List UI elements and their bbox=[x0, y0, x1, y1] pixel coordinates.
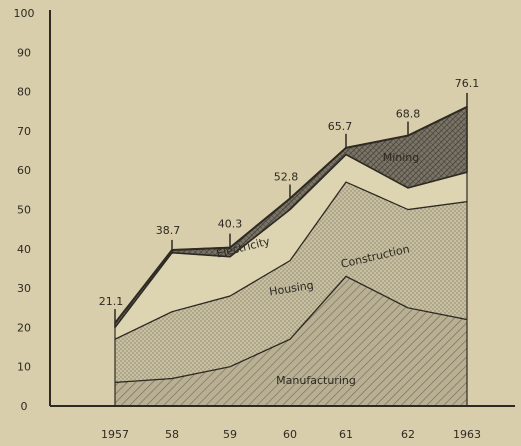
total-value-label: 21.1 bbox=[99, 295, 124, 308]
series-label: Manufacturing bbox=[276, 374, 356, 387]
y-tick-label: 50 bbox=[17, 204, 31, 217]
y-tick-label: 90 bbox=[17, 46, 31, 59]
x-tick-label: 1957 bbox=[101, 428, 129, 441]
total-value-label: 40.3 bbox=[218, 218, 243, 231]
y-tick-label: 10 bbox=[17, 361, 31, 374]
y-tick-label: 30 bbox=[17, 282, 31, 295]
x-tick-label: 1963 bbox=[453, 428, 481, 441]
y-tick-label: 20 bbox=[17, 321, 31, 334]
y-tick-label: 60 bbox=[17, 164, 31, 177]
x-tick-label: 59 bbox=[223, 428, 237, 441]
y-tick-label: 70 bbox=[17, 125, 31, 138]
total-value-label: 76.1 bbox=[455, 77, 480, 90]
total-value-labels: 21.1 38.7 40.3 52.8 65.7 68.8 76.1 bbox=[99, 77, 480, 324]
total-value-label: 65.7 bbox=[328, 120, 353, 133]
total-value-label: 52.8 bbox=[274, 170, 299, 183]
x-tick-label: 58 bbox=[165, 428, 179, 441]
series-label: Mining bbox=[383, 151, 420, 164]
y-tick-label: 100 bbox=[14, 7, 35, 20]
x-tick-label: 60 bbox=[283, 428, 297, 441]
y-tick-label: 0 bbox=[21, 400, 28, 413]
y-tick-label: 80 bbox=[17, 86, 31, 99]
total-value-label: 38.7 bbox=[156, 224, 181, 237]
y-tick-label: 40 bbox=[17, 243, 31, 256]
total-value-label: 68.8 bbox=[396, 108, 421, 121]
x-tick-label: 61 bbox=[339, 428, 353, 441]
x-tick-label: 62 bbox=[401, 428, 415, 441]
tick-labels: 0 10 20 30 40 50 60 70 80 90 100 1957 58 59 60 61 62 1963 bbox=[14, 7, 482, 441]
axes bbox=[49, 10, 515, 407]
area-layers bbox=[114, 106, 468, 407]
